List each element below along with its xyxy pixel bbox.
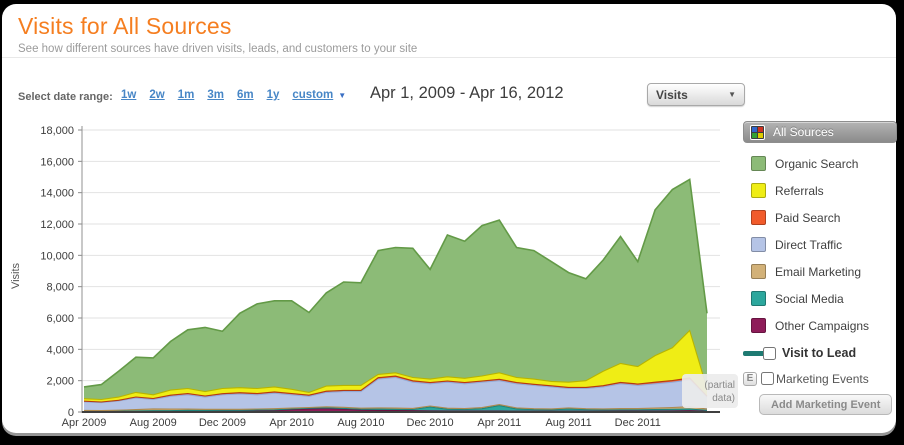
visit-to-lead-line-icon [743, 350, 768, 356]
date-range-links: 1w 2w 1m 3m 6m 1y custom ▼ [121, 89, 346, 101]
legend-item-direct-traffic[interactable]: Direct Traffic [743, 231, 897, 258]
legend-item-email-marketing[interactable]: Email Marketing [743, 258, 897, 285]
color-swatch [751, 210, 766, 225]
y-tick-label: 2,000 [46, 376, 74, 388]
date-range-link-1w[interactable]: 1w [121, 89, 137, 101]
color-swatch [751, 237, 766, 252]
legend-item-label: Direct Traffic [775, 237, 843, 252]
area-organic-search [84, 179, 707, 400]
color-swatch [751, 156, 766, 171]
color-swatch [751, 264, 766, 279]
x-tick-label: Aug 2009 [130, 417, 177, 429]
legend-items: Organic Search Referrals Paid Search Direct… [743, 150, 897, 339]
panel-header: Visits for All Sources See how different… [2, 4, 896, 55]
event-badge-icon: E [743, 371, 757, 386]
legend-item-other-campaigns[interactable]: Other Campaigns [743, 312, 897, 339]
y-tick-label: 0 [68, 407, 74, 419]
all-sources-label: All Sources [773, 125, 834, 139]
legend-item-referrals[interactable]: Referrals [743, 177, 897, 204]
x-tick-label: Aug 2011 [545, 417, 591, 429]
marketing-events-checkbox[interactable] [761, 372, 774, 385]
partial-data-tooltip [682, 374, 738, 408]
x-tick-label: Dec 2010 [407, 417, 454, 429]
color-swatch [751, 183, 766, 198]
date-range-link-2w[interactable]: 2w [149, 89, 165, 101]
x-tick-label: Dec 2009 [199, 417, 246, 429]
date-range-link-1m[interactable]: 1m [177, 89, 195, 101]
visits-chart: 0 2,000 4,000 6,000 8,000 10,000 12,000 14,000 1… [10, 125, 738, 429]
y-tick-label: 8,000 [46, 282, 74, 294]
x-tick-label: Apr 2009 [62, 417, 107, 429]
x-tick-label: Apr 2011 [477, 417, 521, 429]
legend-all-sources-button[interactable]: All Sources [743, 121, 897, 143]
color-swatch [751, 318, 766, 333]
y-tick-label: 10,000 [40, 250, 74, 262]
legend-item-label: Paid Search [775, 210, 841, 225]
page-title: Visits for All Sources [18, 13, 232, 39]
area-referrals [84, 330, 707, 402]
y-tick-label: 6,000 [46, 313, 74, 325]
date-range-label: Select date range: [18, 91, 113, 103]
color-swatch [751, 291, 766, 306]
legend-item-label: Other Campaigns [775, 318, 870, 333]
y-tick-label: 14,000 [40, 188, 74, 200]
partial-data-text: (partial [704, 380, 735, 391]
y-tick-label: 12,000 [40, 219, 74, 231]
date-range-link-custom[interactable]: custom [292, 89, 334, 101]
legend-item-paid-search[interactable]: Paid Search [743, 204, 897, 231]
legend-item-label: Email Marketing [775, 264, 862, 279]
y-tick-label: 16,000 [40, 156, 74, 168]
visit-to-lead-checkbox[interactable] [763, 346, 776, 360]
x-tick-label: Apr 2010 [269, 417, 314, 429]
legend-item-label: Referrals [775, 183, 824, 198]
date-range-link-1y[interactable]: 1y [266, 89, 280, 101]
report-panel: Visits for All Sources See how different… [2, 4, 897, 433]
y-tick-label: 4,000 [46, 344, 74, 356]
legend-item-social-media[interactable]: Social Media [743, 285, 897, 312]
date-range-link-3m[interactable]: 3m [207, 89, 224, 101]
date-range-link-6m[interactable]: 6m [236, 89, 254, 101]
page-subtitle: See how different sources have driven vi… [18, 43, 418, 55]
metric-dropdown-value: Visits [656, 87, 688, 102]
legend: All Sources Organic Search Referrals Paid … [743, 121, 897, 339]
date-display: Apr 1, 2009 - Apr 16, 2012 [370, 84, 564, 102]
x-tick-label: Dec 2011 [615, 417, 661, 429]
header-divider [2, 57, 896, 58]
legend-item-label: Social Media [775, 291, 844, 306]
legend-item-organic-search[interactable]: Organic Search [743, 150, 897, 177]
add-marketing-event-button[interactable]: Add Marketing Event [759, 394, 893, 415]
marketing-events-row: E Marketing Events [743, 371, 869, 386]
svg-text:data): data) [712, 393, 735, 404]
legend-item-label: Organic Search [775, 156, 859, 171]
metric-dropdown[interactable]: Visits ▼ [647, 83, 745, 106]
y-axis-title: Visits [10, 262, 22, 289]
sources-grid-icon [750, 124, 765, 140]
y-tick-label: 18,000 [40, 125, 74, 137]
visit-to-lead-row: Visit to Lead [743, 345, 856, 361]
area-direct-traffic [84, 377, 707, 411]
custom-range-arrow-icon[interactable]: ▼ [338, 90, 347, 100]
x-tick-label: Aug 2010 [337, 417, 384, 429]
marketing-events-label: Marketing Events [776, 371, 869, 386]
visit-to-lead-label: Visit to Lead [782, 346, 857, 360]
chevron-down-icon: ▼ [728, 90, 736, 99]
